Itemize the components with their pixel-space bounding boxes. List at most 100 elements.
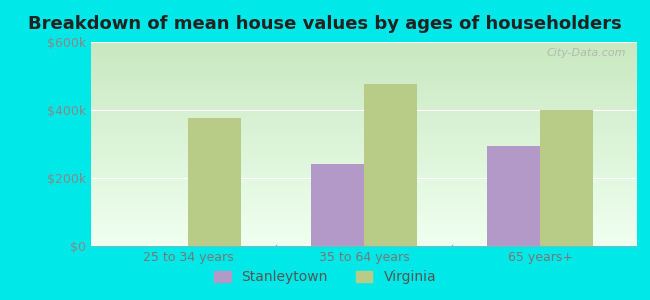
Bar — [91, 209, 637, 210]
Bar — [364, 85, 417, 246]
Bar — [91, 88, 637, 89]
Bar — [91, 237, 637, 238]
Bar — [91, 174, 637, 175]
Bar — [91, 138, 637, 139]
Bar — [91, 238, 637, 239]
Bar — [91, 139, 637, 140]
Bar — [91, 241, 637, 242]
Bar — [91, 185, 637, 186]
Bar — [91, 133, 637, 134]
Bar — [91, 100, 637, 101]
Bar — [91, 122, 637, 123]
Bar — [91, 50, 637, 51]
Bar — [91, 201, 637, 202]
Bar — [91, 178, 637, 179]
Bar — [91, 91, 637, 92]
Bar — [91, 140, 637, 141]
Bar — [91, 76, 637, 77]
Bar — [91, 218, 637, 220]
Bar — [91, 207, 637, 208]
Bar — [91, 204, 637, 205]
Bar — [91, 113, 637, 114]
Bar — [91, 99, 637, 100]
Bar — [91, 95, 637, 96]
Bar — [91, 147, 637, 148]
Bar — [91, 235, 637, 236]
Bar — [91, 202, 637, 203]
Bar — [91, 46, 637, 47]
Bar — [91, 184, 637, 185]
Bar — [91, 231, 637, 232]
Bar — [91, 126, 637, 127]
Bar — [91, 129, 637, 130]
Bar — [91, 42, 637, 43]
Bar — [91, 210, 637, 211]
Bar — [91, 239, 637, 240]
Bar — [91, 190, 637, 191]
Bar — [91, 87, 637, 88]
Bar — [91, 213, 637, 214]
Bar — [91, 187, 637, 188]
Bar — [91, 131, 637, 132]
Bar — [91, 205, 637, 206]
Bar — [91, 164, 637, 165]
Bar — [91, 109, 637, 110]
Bar — [91, 65, 637, 67]
Bar — [91, 47, 637, 48]
Bar — [91, 189, 637, 190]
Bar — [91, 230, 637, 231]
Bar — [91, 119, 637, 121]
Bar — [91, 45, 637, 46]
Bar — [91, 110, 637, 111]
Bar — [91, 208, 637, 209]
Legend: Stanleytown, Virginia: Stanleytown, Virginia — [208, 265, 442, 290]
Bar — [91, 102, 637, 103]
Bar — [91, 80, 637, 81]
Bar — [91, 192, 637, 193]
Bar — [91, 169, 637, 170]
Bar — [91, 108, 637, 109]
Bar — [91, 198, 637, 199]
Bar — [91, 135, 637, 136]
Bar — [91, 64, 637, 65]
Bar — [91, 220, 637, 221]
Bar — [91, 86, 637, 87]
Bar — [91, 101, 637, 102]
Bar — [91, 197, 637, 198]
Bar — [91, 54, 637, 55]
Bar — [91, 199, 637, 200]
Bar — [91, 103, 637, 104]
Bar — [91, 165, 637, 166]
Bar — [91, 234, 637, 235]
Bar — [91, 77, 637, 78]
Bar — [91, 206, 637, 207]
Bar — [91, 228, 637, 229]
Bar — [91, 215, 637, 216]
Bar — [91, 49, 637, 50]
Bar — [91, 196, 637, 197]
Bar — [91, 221, 637, 223]
Bar — [91, 112, 637, 113]
Bar — [91, 182, 637, 183]
Bar — [91, 43, 637, 44]
Bar — [91, 161, 637, 162]
Bar — [91, 73, 637, 74]
Bar — [91, 179, 637, 180]
Bar — [91, 169, 637, 170]
Bar — [91, 191, 637, 192]
Bar — [91, 58, 637, 59]
Bar — [91, 136, 637, 137]
Bar — [91, 144, 637, 145]
Bar — [91, 70, 637, 72]
Bar — [91, 79, 637, 80]
Bar — [91, 203, 637, 204]
Bar — [91, 240, 637, 241]
Bar — [91, 186, 637, 187]
Bar — [91, 137, 637, 138]
Bar — [91, 226, 637, 228]
Bar — [91, 224, 637, 225]
Bar — [91, 176, 637, 177]
Bar — [91, 141, 637, 142]
Bar — [91, 181, 637, 182]
Bar — [91, 106, 637, 107]
